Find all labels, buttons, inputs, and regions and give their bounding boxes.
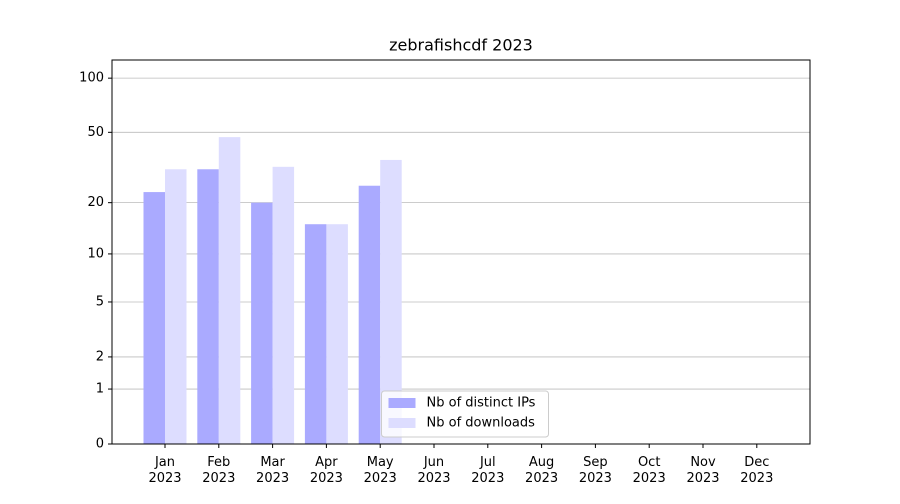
x-tick-label: Sep 2023 [579,455,612,486]
x-tick-label: Aug 2023 [525,455,558,486]
y-tick-label: 20 [87,195,104,210]
x-tick-label: Mar 2023 [256,455,289,486]
x-tick-label: Oct 2023 [633,455,666,486]
plot-frame [111,59,811,445]
legend-label: Nb of downloads [427,416,536,431]
x-tick-label: Feb 2023 [202,455,235,486]
chart-title: zebrafishcdf 2023 [389,36,533,55]
legend-box [381,390,549,438]
y-tick-label: 100 [79,71,104,86]
bar [326,224,348,444]
legend-swatch [388,418,416,428]
y-tick-label: 0 [96,437,104,452]
bar [358,185,381,445]
bar [251,202,273,444]
x-tick-label: Jan 2023 [148,455,181,486]
x-tick-label: May 2023 [364,455,397,486]
y-tick-label: 10 [87,246,104,261]
x-tick-label: Nov 2023 [686,455,719,486]
y-tick-label: 2 [96,349,104,364]
legend-swatch [388,398,416,408]
y-tick-label: 50 [87,125,104,140]
bar [304,224,327,444]
bar [197,169,219,444]
bar [165,169,187,444]
x-tick-label: Apr 2023 [310,455,343,486]
legend: Nb of distinct IPs Nb of downloads [381,390,549,438]
bar [218,137,241,445]
x-tick-label: Jul 2023 [471,455,504,486]
y-tick-label: 1 [96,382,104,397]
bar [143,192,165,444]
y-tick-label: 5 [96,294,104,309]
bar [272,166,295,444]
bar [380,159,402,444]
legend-label: Nb of distinct IPs [427,396,536,411]
x-tick-label: Dec 2023 [740,455,773,486]
x-tick-label: Jun 2023 [417,455,450,486]
